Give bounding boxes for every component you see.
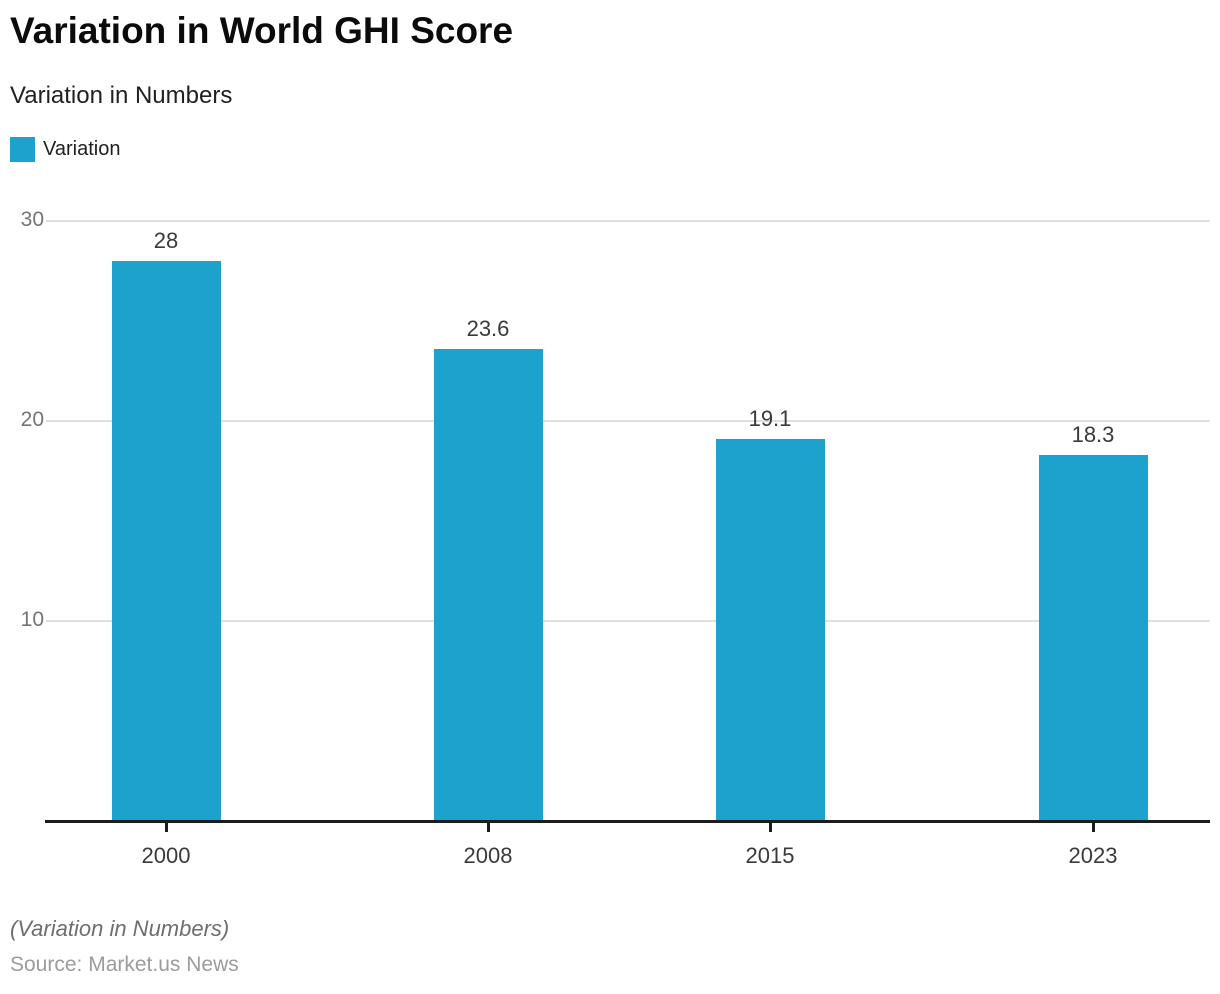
x-axis-tick xyxy=(164,823,168,832)
y-axis-label: 30 xyxy=(20,208,44,231)
gridline xyxy=(46,620,1210,622)
x-axis-label: 2008 xyxy=(463,843,513,868)
bar-2008[interactable] xyxy=(433,349,543,821)
bar-value-label: 19.1 xyxy=(748,406,792,431)
bar-2015[interactable] xyxy=(715,439,825,821)
x-axis-label: 2023 xyxy=(1068,843,1118,868)
x-axis-label: 2015 xyxy=(745,843,795,868)
bar-value-label: 18.3 xyxy=(1071,422,1115,447)
x-axis-tick xyxy=(768,823,772,832)
legend[interactable]: Variation xyxy=(10,137,120,162)
y-axis-label: 10 xyxy=(20,608,44,631)
chart-footnote: (Variation in Numbers) xyxy=(10,916,230,941)
x-axis-label: 2000 xyxy=(141,843,191,868)
bar-value-label: 23.6 xyxy=(466,316,510,341)
x-axis-line xyxy=(45,820,1210,823)
gridline xyxy=(46,220,1210,222)
legend-swatch-icon xyxy=(10,137,35,162)
x-axis-tick xyxy=(486,823,490,832)
legend-label: Variation xyxy=(43,138,121,160)
chart-title: Variation in World GHI Score xyxy=(10,10,514,51)
chart-subtitle: Variation in Numbers xyxy=(10,82,233,109)
bar-value-label: 28 xyxy=(153,228,179,253)
source-text: Source: Market.us News xyxy=(10,953,239,976)
bar-2000[interactable] xyxy=(111,261,221,821)
y-axis-label: 20 xyxy=(20,408,44,431)
gridline xyxy=(46,420,1210,422)
bar-2023[interactable] xyxy=(1038,455,1148,821)
x-axis-tick xyxy=(1091,823,1095,832)
